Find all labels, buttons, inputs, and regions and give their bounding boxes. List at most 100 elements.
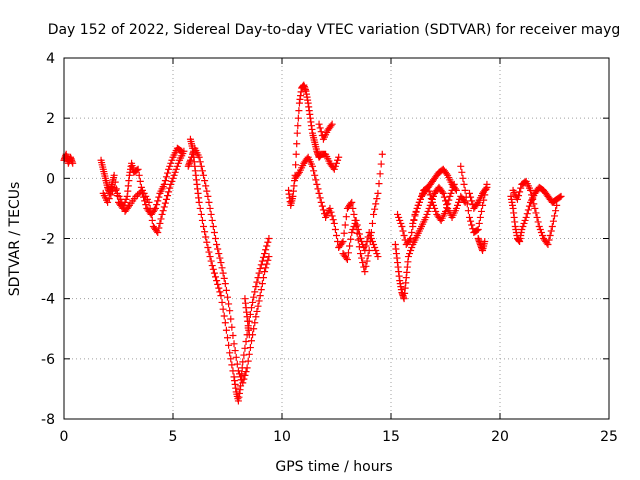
- data-point: [327, 122, 335, 130]
- data-point: [251, 288, 259, 296]
- axis-ticks: 0 5 10 15 20 25 -8 -6 -4 -2 0 2 4: [41, 51, 618, 445]
- data-point: [112, 186, 120, 194]
- data-point: [317, 198, 325, 206]
- data-point: [479, 201, 487, 209]
- data-point: [356, 250, 364, 258]
- data-point: [229, 332, 237, 340]
- data-point: [157, 215, 165, 223]
- data-point: [137, 188, 145, 196]
- data-point: [346, 242, 354, 250]
- data-point: [373, 195, 381, 203]
- data-point: [329, 216, 337, 224]
- data-point: [110, 171, 118, 179]
- data-point: [473, 226, 481, 234]
- data-point: [482, 185, 490, 193]
- data-point: [536, 225, 544, 233]
- data-point: [105, 195, 113, 203]
- data-point: [460, 197, 468, 205]
- data-point: [443, 204, 451, 212]
- data-point: [363, 257, 371, 265]
- data-point: [348, 198, 356, 206]
- data-point: [217, 292, 225, 300]
- data-point: [173, 162, 181, 170]
- data-point: [331, 162, 339, 170]
- data-point: [198, 167, 206, 175]
- data-point: [218, 264, 226, 272]
- data-point: [458, 168, 466, 176]
- data-point: [394, 210, 402, 218]
- series-segment-s1: [60, 150, 77, 167]
- data-point: [186, 156, 194, 164]
- data-point: [439, 189, 447, 197]
- data-point: [142, 192, 150, 200]
- data-point: [222, 326, 230, 334]
- data-point: [246, 344, 254, 352]
- data-point: [161, 199, 169, 207]
- data-point: [530, 200, 538, 208]
- data-point: [426, 191, 434, 199]
- data-point: [459, 174, 467, 182]
- data-point: [342, 213, 350, 221]
- data-point: [232, 353, 240, 361]
- data-point: [226, 307, 234, 315]
- data-point: [295, 107, 303, 115]
- data-point: [371, 205, 379, 213]
- data-point: [107, 191, 115, 199]
- data-point: [224, 334, 231, 342]
- data-point: [443, 170, 451, 178]
- data-point: [423, 210, 431, 218]
- data-point: [404, 253, 412, 261]
- data-point: [460, 180, 468, 188]
- x-tick-label: 10: [273, 429, 291, 445]
- data-point: [109, 187, 117, 195]
- data-point: [408, 228, 416, 236]
- data-point: [156, 219, 164, 227]
- data-point: [521, 216, 529, 224]
- data-point: [539, 231, 547, 239]
- data-point: [231, 347, 239, 355]
- data-point: [265, 235, 273, 242]
- data-point: [197, 210, 205, 218]
- data-point: [374, 253, 382, 261]
- data-point: [463, 200, 471, 208]
- data-point: [407, 247, 415, 255]
- data-point: [292, 150, 300, 158]
- data-point: [265, 253, 273, 261]
- data-point: [148, 216, 156, 224]
- data-point: [161, 177, 169, 185]
- data-point: [188, 153, 196, 161]
- data-point: [209, 222, 217, 230]
- x-tick-label: 0: [60, 429, 69, 445]
- data-point: [262, 246, 270, 254]
- data-point: [328, 212, 336, 220]
- data-point: [406, 236, 414, 244]
- data-point: [143, 195, 151, 203]
- data-point: [370, 210, 378, 218]
- data-point: [430, 201, 438, 209]
- data-point: [362, 242, 370, 250]
- data-point: [481, 238, 489, 246]
- data-point: [398, 222, 406, 230]
- data-point: [244, 357, 252, 365]
- data-point: [455, 198, 463, 206]
- data-point: [465, 189, 473, 197]
- data-point: [195, 198, 203, 206]
- data-point: [528, 191, 536, 199]
- data-point: [520, 219, 528, 227]
- data-point: [201, 228, 209, 236]
- data-point: [515, 192, 523, 200]
- data-point: [293, 129, 301, 137]
- data-point: [552, 207, 560, 215]
- data-point: [549, 217, 557, 225]
- data-point: [358, 254, 366, 262]
- series-segment-s8: [291, 150, 386, 276]
- data-point: [146, 204, 154, 212]
- data-point: [312, 176, 320, 184]
- data-point: [135, 171, 143, 179]
- data-point: [203, 187, 211, 195]
- data-point: [340, 229, 348, 237]
- data-point: [350, 222, 358, 230]
- data-point: [257, 261, 265, 269]
- data-point: [438, 188, 446, 196]
- x-tick-label: 15: [382, 429, 400, 445]
